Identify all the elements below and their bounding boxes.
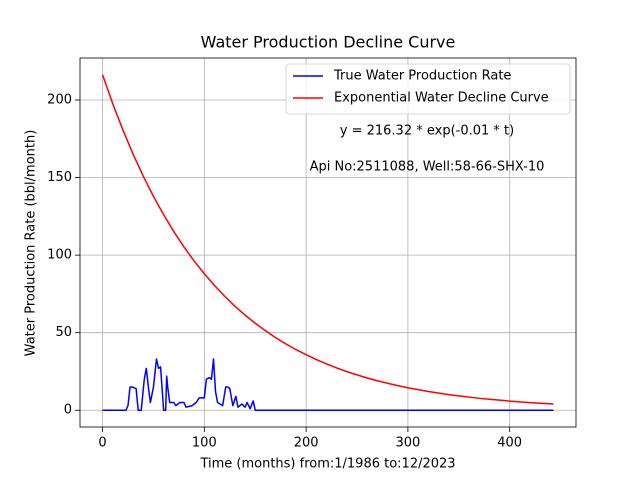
y-tick-label: 100 <box>47 248 72 263</box>
annotation: Api No:2511088, Well:58-66-SHX-10 <box>310 160 545 175</box>
legend-label: True Water Production Rate <box>333 69 511 84</box>
data-line <box>101 74 554 405</box>
x-tick-label: 100 <box>192 436 217 451</box>
x-tick-label: 400 <box>497 436 522 451</box>
legend-box <box>285 63 571 115</box>
legend-label: Exponential Water Decline Curve <box>334 91 549 106</box>
y-tick-label: 150 <box>47 170 72 185</box>
y-tick-label: 50 <box>55 325 72 340</box>
data-line <box>102 358 554 411</box>
plot-frame <box>79 57 577 428</box>
y-axis-label: Water Production Rate (bbl/month) <box>24 130 39 357</box>
chart-title: Water Production Decline Curve <box>201 33 456 52</box>
x-tick-label: 200 <box>294 436 319 451</box>
y-tick-label: 0 <box>64 403 72 418</box>
x-tick-label: 0 <box>98 436 106 451</box>
y-tick-label: 200 <box>47 93 72 108</box>
x-tick-label: 300 <box>395 436 420 451</box>
annotation: y = 216.32 * exp(-0.01 * t) <box>340 124 514 139</box>
x-axis-label: Time (months) from:1/1986 to:12/2023 <box>199 457 455 472</box>
